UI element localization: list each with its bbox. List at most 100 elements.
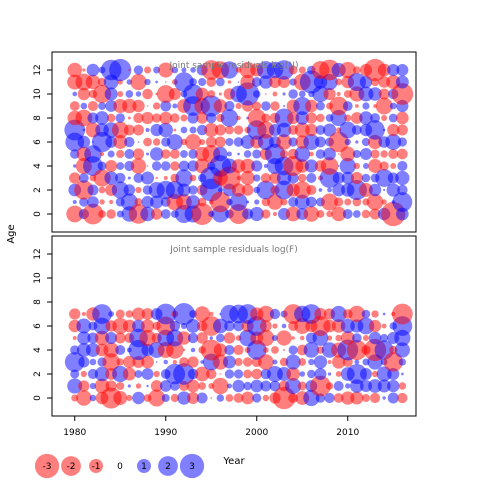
legend-label: -3	[43, 462, 52, 472]
residual-bubble	[246, 200, 250, 204]
residual-bubble	[137, 141, 140, 143]
residual-bubble	[80, 102, 88, 110]
residual-bubble	[115, 172, 126, 184]
residual-bubble	[125, 90, 134, 98]
residual-bubble	[199, 138, 206, 146]
residual-bubble	[72, 199, 77, 205]
residual-bubble	[381, 323, 387, 329]
residual-bubble	[116, 381, 125, 391]
residual-bubble	[305, 112, 318, 124]
residual-bubble	[280, 198, 288, 206]
residual-bubble	[379, 161, 389, 171]
residual-bubble	[132, 124, 144, 136]
residual-bubble	[152, 138, 161, 146]
residual-bubble	[366, 193, 384, 211]
residual-bubble	[288, 345, 298, 355]
residual-bubble	[376, 366, 392, 382]
residual-bubble	[190, 347, 196, 353]
residual-bubble	[188, 149, 198, 159]
residual-bubble	[314, 307, 327, 321]
residual-bubble	[186, 319, 200, 333]
residual-bubble	[240, 170, 255, 186]
residual-bubble	[87, 100, 99, 112]
residual-bubble	[327, 372, 332, 376]
residual-bubble	[224, 100, 235, 112]
residual-bubble	[346, 339, 367, 361]
residual-bubble	[318, 188, 323, 192]
residual-bubble	[306, 172, 317, 184]
residual-bubble	[177, 183, 191, 197]
residual-bubble	[257, 329, 275, 347]
residual-bubble	[86, 63, 100, 77]
residual-bubble	[94, 330, 110, 346]
residual-bubble	[381, 114, 388, 122]
residual-bubble	[117, 90, 124, 98]
residual-bubble	[262, 394, 270, 402]
residual-bubble	[159, 380, 172, 392]
residual-bubble	[127, 176, 131, 180]
residual-bubble	[324, 392, 335, 404]
residual-bubble	[91, 131, 113, 153]
residual-bubble	[132, 148, 145, 160]
legend-bubble	[34, 453, 60, 479]
residual-bubble	[146, 384, 149, 388]
residual-bubble	[135, 91, 142, 97]
residual-bubble	[357, 317, 375, 335]
residual-bubble	[348, 305, 366, 323]
residual-bubble	[299, 371, 306, 377]
residual-bubble	[113, 135, 128, 149]
residual-bubble	[236, 175, 241, 181]
residual-bubble	[342, 209, 353, 219]
residual-bubble	[173, 128, 177, 132]
residual-bubble	[396, 124, 408, 136]
residual-bubble	[333, 393, 344, 403]
residual-bubble	[385, 134, 402, 150]
residual-bubble	[141, 195, 154, 209]
residual-bubble	[339, 121, 357, 139]
residual-bubble	[397, 184, 408, 196]
residual-bubble	[237, 81, 240, 83]
residual-bubble	[77, 135, 91, 149]
residual-bubble	[78, 173, 89, 183]
residual-bubble	[191, 203, 214, 225]
residual-bubble	[263, 164, 268, 168]
residual-bubble	[99, 199, 105, 205]
residual-bubble	[72, 91, 78, 97]
residual-bubble	[288, 393, 299, 403]
residual-bubble	[66, 205, 84, 223]
residual-bubble	[140, 206, 155, 222]
residual-bubble	[134, 370, 143, 378]
residual-bubble	[398, 358, 407, 366]
residual-bubble	[249, 206, 264, 222]
residual-bubble	[82, 68, 86, 72]
residual-bubble	[355, 140, 359, 144]
residual-bubble	[382, 128, 386, 132]
residual-bubble	[166, 134, 183, 150]
residual-bubble	[164, 81, 167, 83]
residual-bubble	[259, 320, 272, 332]
residual-bubble	[283, 348, 286, 352]
residual-bubble	[332, 183, 346, 197]
residual-bubble	[310, 316, 331, 336]
residual-bubble	[387, 392, 399, 404]
residual-bubble	[313, 355, 328, 369]
residual-bubble	[395, 75, 409, 89]
residual-bubble	[370, 149, 380, 159]
residual-bubble	[111, 121, 129, 139]
residual-bubble	[362, 102, 370, 110]
residual-bubble	[80, 370, 87, 378]
residual-bubble	[344, 198, 352, 206]
residual-bubble	[153, 102, 161, 110]
residual-bubble	[210, 191, 231, 213]
y-tick-label: 4	[33, 347, 43, 353]
residual-bubble	[70, 369, 80, 379]
residual-bubble	[168, 87, 181, 101]
residual-bubble	[87, 184, 99, 196]
residual-bubble	[285, 377, 302, 395]
residual-bubble	[122, 319, 136, 333]
residual-bubble	[298, 90, 306, 98]
residual-bubble	[341, 391, 355, 405]
residual-bubble	[380, 333, 389, 343]
legend-label: 2	[165, 462, 171, 472]
residual-bubble	[225, 394, 234, 402]
